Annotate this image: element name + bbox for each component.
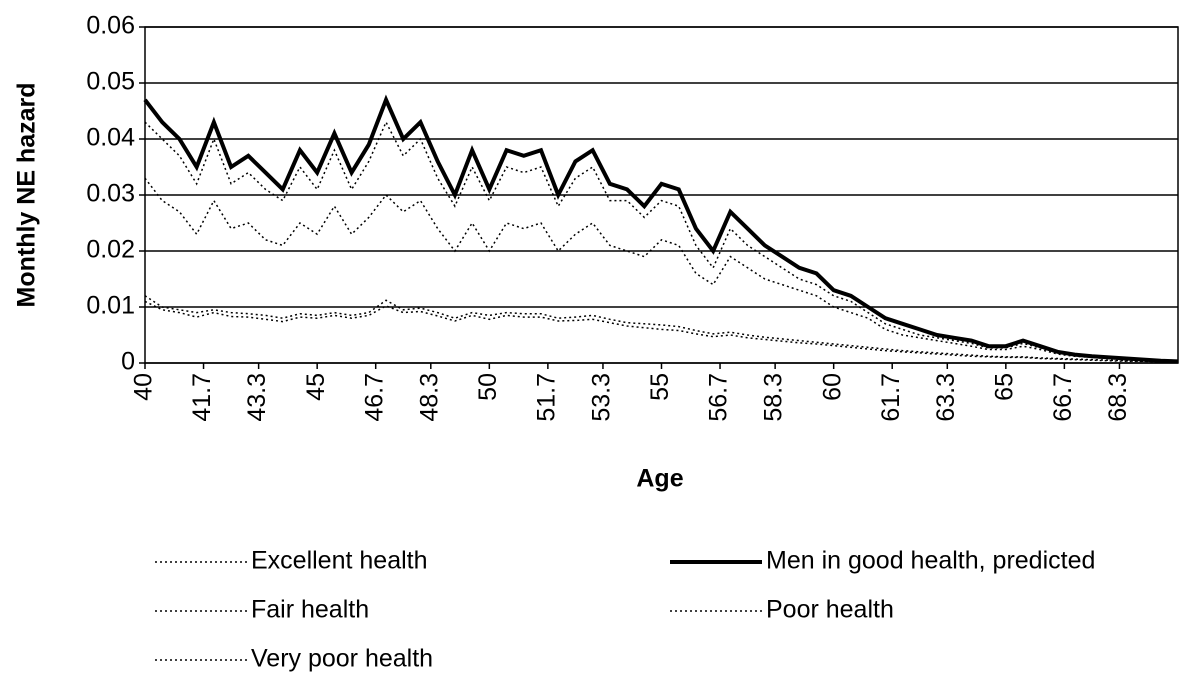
x-tick-label: 50 (474, 373, 502, 401)
y-tick-label: 0.01 (86, 292, 135, 320)
y-tick-label: 0.05 (86, 68, 135, 96)
series-line (144, 120, 1179, 363)
y-axis-label: Monthly NE hazard (13, 82, 41, 307)
x-tick-label: 63.3 (932, 373, 960, 422)
series-line (144, 300, 1179, 364)
y-tick-label: 0.02 (86, 236, 135, 264)
y-tick-label: 0.03 (86, 180, 135, 208)
legend-label: Fair health (251, 596, 369, 624)
x-tick-label: 48.3 (415, 373, 443, 422)
x-tick-label: 43.3 (243, 373, 271, 422)
x-tick-label: 55 (646, 373, 674, 401)
y-tick-label: 0.04 (86, 124, 135, 152)
x-tick-label: 46.7 (360, 373, 388, 422)
y-tick-label: 0.06 (86, 12, 135, 40)
x-tick-label: 66.7 (1049, 373, 1077, 422)
x-tick-label: 58.3 (760, 373, 788, 422)
legend-label: Excellent health (251, 547, 428, 575)
legend-label: Men in good health, predicted (766, 547, 1095, 575)
legend-label: Poor health (766, 596, 894, 624)
x-tick-label: 68.3 (1104, 373, 1132, 422)
x-tick-label: 61.7 (877, 373, 905, 422)
x-tick-label: 60 (818, 373, 846, 401)
x-axis-label: Age (636, 465, 683, 493)
series-line (143, 94, 1179, 364)
series-line (144, 177, 1179, 363)
legend-label: Very poor health (251, 645, 433, 673)
x-tick-label: 53.3 (588, 373, 616, 422)
x-tick-label: 51.7 (532, 373, 560, 422)
x-tick-label: 40 (130, 373, 158, 401)
x-tick-label: 45 (302, 373, 330, 401)
x-tick-label: 41.7 (188, 373, 216, 422)
y-tick-label: 0 (121, 348, 135, 376)
x-tick-label: 65 (990, 373, 1018, 401)
x-tick-label: 56.7 (705, 373, 733, 422)
